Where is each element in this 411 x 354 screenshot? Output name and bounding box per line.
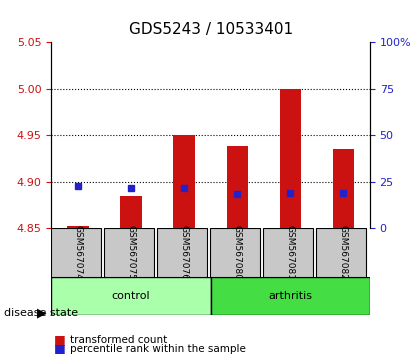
Bar: [226, 147, 248, 228]
Title: GDS5243 / 10533401: GDS5243 / 10533401: [129, 22, 293, 37]
FancyBboxPatch shape: [210, 228, 260, 278]
FancyBboxPatch shape: [51, 228, 101, 278]
FancyBboxPatch shape: [157, 228, 207, 278]
Text: transformed count: transformed count: [70, 335, 167, 345]
Bar: [120, 196, 142, 228]
Bar: [279, 89, 301, 228]
Text: ■: ■: [53, 333, 65, 346]
Text: GSM567075: GSM567075: [127, 225, 136, 280]
Text: GSM567076: GSM567076: [180, 225, 189, 280]
FancyBboxPatch shape: [316, 228, 366, 278]
Text: GSM567080: GSM567080: [233, 225, 242, 280]
Bar: [333, 149, 354, 228]
Text: disease state: disease state: [4, 308, 78, 318]
Text: ■: ■: [53, 342, 65, 354]
FancyBboxPatch shape: [51, 278, 210, 315]
FancyBboxPatch shape: [104, 228, 154, 278]
Text: GSM567081: GSM567081: [286, 225, 295, 280]
Bar: [67, 226, 88, 228]
FancyBboxPatch shape: [210, 278, 370, 315]
Bar: [173, 135, 195, 228]
Text: arthritis: arthritis: [268, 291, 312, 301]
Text: ▶: ▶: [37, 307, 46, 320]
Text: control: control: [112, 291, 150, 301]
Text: GSM567082: GSM567082: [339, 225, 348, 280]
Text: percentile rank within the sample: percentile rank within the sample: [70, 344, 246, 354]
FancyBboxPatch shape: [263, 228, 313, 278]
Text: GSM567074: GSM567074: [74, 225, 83, 280]
